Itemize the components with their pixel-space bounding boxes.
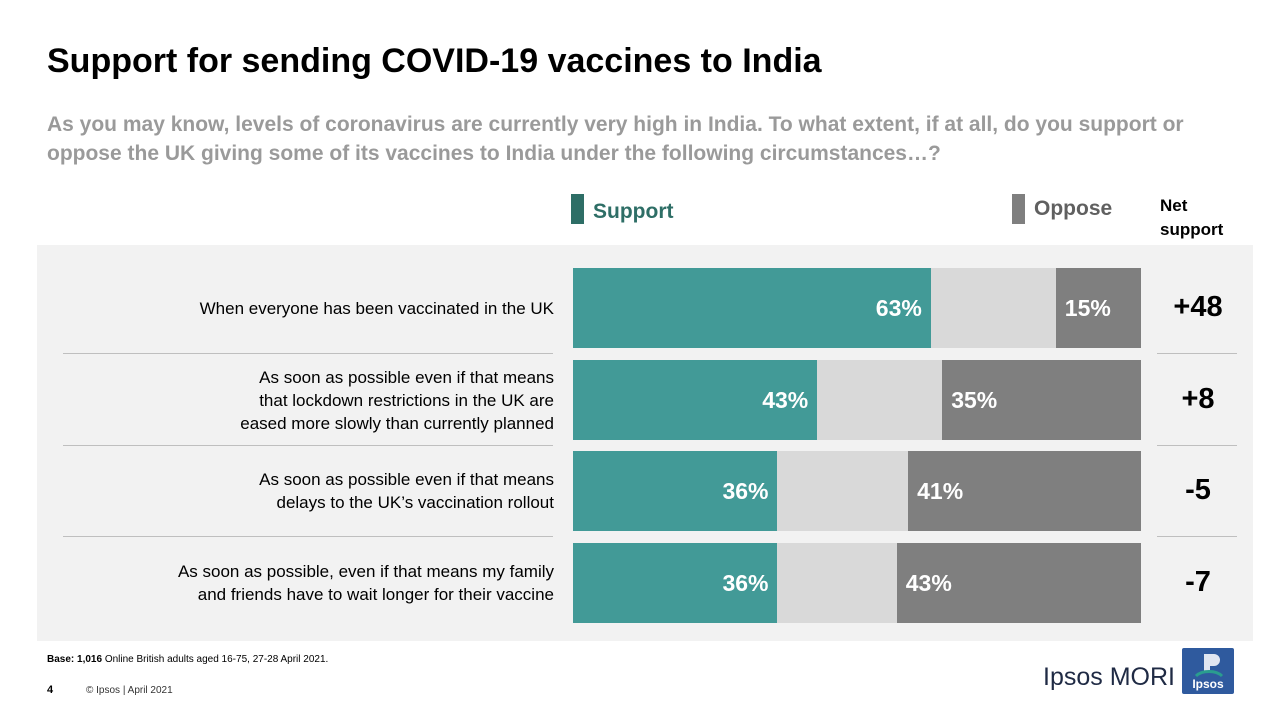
- row-label-line: When everyone has been vaccinated in the…: [199, 298, 554, 318]
- legend-support-swatch: [571, 194, 584, 224]
- net-header-line1: Net: [1160, 196, 1188, 215]
- net-support-header: Net support: [1160, 194, 1250, 242]
- legend-oppose-swatch: [1012, 194, 1025, 224]
- net-header-line2: support: [1160, 220, 1224, 239]
- bar-segment-neither: [777, 451, 909, 531]
- page-number: 4: [47, 684, 54, 696]
- base-note-bold: Base: 1,016: [47, 654, 103, 665]
- data-label-oppose: 15%: [1064, 295, 1111, 321]
- ipsos-logo: Ipsos: [1182, 648, 1234, 694]
- bar-segment-neither: [817, 360, 943, 440]
- legend-support-label: Support: [593, 200, 674, 223]
- bar-segment-support: [573, 360, 818, 440]
- row-label-line: and friends have to wait longer for thei…: [197, 585, 554, 604]
- row-divider: [63, 353, 553, 354]
- net-divider: [1157, 445, 1237, 446]
- net-support-value: -5: [1185, 474, 1211, 506]
- row-label-line: delays to the UK’s vaccination rollout: [276, 493, 554, 512]
- row-label-line: As soon as possible even if that means: [259, 367, 554, 387]
- page-title: Support for sending COVID-19 vaccines to…: [47, 42, 822, 80]
- legend-oppose-label: Oppose: [1034, 197, 1113, 220]
- bar-segment-neither: [777, 543, 897, 623]
- ipsos-logo-mark: [1194, 654, 1224, 678]
- bar-segment-neither: [930, 268, 1056, 348]
- bar-segment-oppose: [896, 543, 1141, 623]
- bar-segment-oppose: [942, 360, 1141, 440]
- net-divider: [1157, 536, 1237, 537]
- ipsos-logo-text: Ipsos: [1192, 677, 1224, 691]
- data-label-oppose: 43%: [905, 570, 952, 596]
- row-divider: [63, 445, 553, 446]
- row-label-line: that lockdown restrictions in the UK are: [259, 390, 554, 410]
- data-label-support: 63%: [875, 295, 922, 321]
- net-support-value: -7: [1185, 566, 1211, 598]
- row-divider: [63, 536, 553, 537]
- base-note-text: Online British adults aged 16-75, 27-28 …: [102, 654, 329, 665]
- net-support-value: +8: [1181, 383, 1215, 415]
- data-label-support: 36%: [722, 478, 769, 504]
- base-note: Base: 1,016 Online British adults aged 1…: [47, 654, 328, 665]
- row-label-1: When everyone has been vaccinated in the…: [60, 297, 554, 320]
- data-label-support: 43%: [762, 387, 809, 413]
- row-label-line: As soon as possible even if that means: [259, 470, 554, 489]
- question-text: As you may know, levels of coronavirus a…: [47, 113, 1184, 165]
- row-label-2: As soon as possible even if that means th…: [60, 366, 554, 435]
- bar-segment-support: [573, 543, 778, 623]
- row-label-4: As soon as possible, even if that means …: [60, 560, 554, 606]
- bar-segment-oppose: [1055, 268, 1141, 348]
- bar-segment-support: [573, 451, 778, 531]
- row-label-line: eased more slowly than currently planned: [240, 413, 554, 433]
- net-divider: [1157, 353, 1237, 354]
- copyright: © Ipsos | April 2021: [86, 685, 173, 696]
- data-label-oppose: 41%: [917, 478, 964, 504]
- row-label-line: As soon as possible, even if that means …: [177, 562, 554, 581]
- bar-segment-support: [573, 268, 931, 348]
- data-label-support: 36%: [722, 570, 769, 596]
- row-label-3: As soon as possible even if that means de…: [60, 468, 554, 514]
- data-label-oppose: 35%: [951, 387, 998, 413]
- ipsos-mori-wordmark: Ipsos MORI: [1043, 663, 1175, 691]
- net-support-value: +48: [1173, 291, 1223, 323]
- bar-segment-oppose: [908, 451, 1141, 531]
